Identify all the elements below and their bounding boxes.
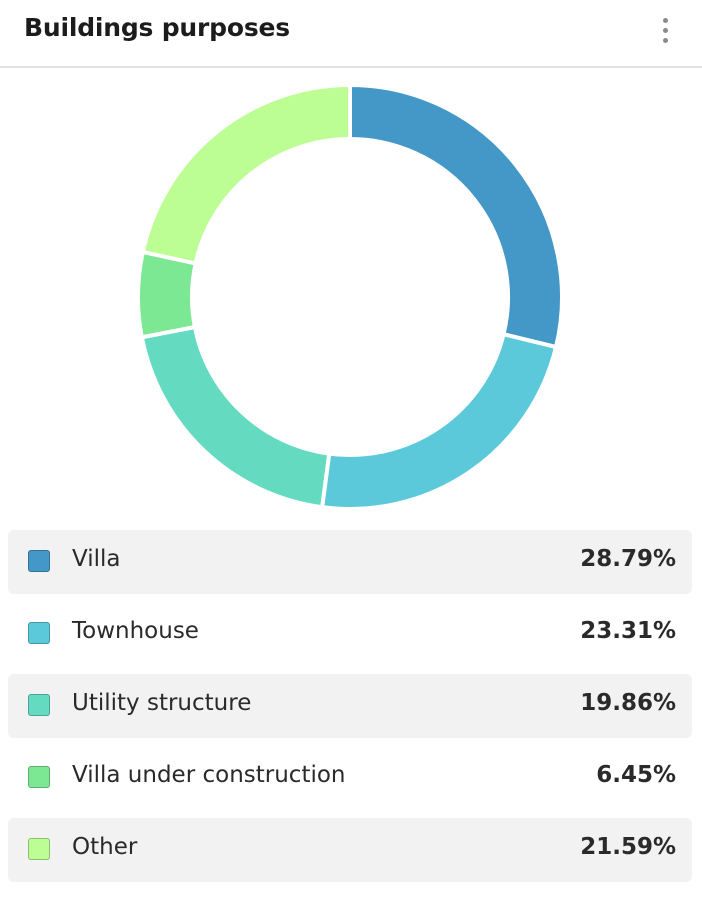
card-title: Buildings purposes (24, 13, 290, 42)
legend-row[interactable]: Utility structure 19.86% (8, 674, 692, 738)
chart-legend: Villa 28.79% Townhouse 23.31% Utility struct… (8, 530, 692, 890)
donut-chart (136, 82, 564, 511)
card-header: Buildings purposes (0, 0, 702, 68)
legend-swatch (28, 622, 50, 644)
legend-row[interactable]: Villa under construction 6.45% (8, 746, 692, 810)
legend-swatch (28, 838, 50, 860)
donut-slice-other[interactable] (140, 82, 352, 266)
legend-label: Other (72, 834, 138, 860)
more-vertical-icon[interactable] (658, 16, 674, 46)
legend-row[interactable]: Villa 28.79% (8, 530, 692, 594)
legend-value: 21.59% (580, 834, 676, 860)
kebab-dot (663, 38, 668, 43)
legend-swatch (28, 550, 50, 572)
donut-slice-villa-under-construction[interactable] (136, 249, 198, 340)
donut-slice-townhouse[interactable] (319, 331, 559, 511)
kebab-dot (663, 28, 668, 33)
donut-chart-area (0, 70, 702, 522)
legend-value: 28.79% (580, 546, 676, 572)
legend-value: 6.45% (596, 762, 676, 788)
legend-swatch (28, 694, 50, 716)
legend-row[interactable]: Other 21.59% (8, 818, 692, 882)
donut-slice-utility-structure[interactable] (139, 324, 332, 510)
legend-label: Utility structure (72, 690, 252, 716)
donut-slice-villa[interactable] (348, 82, 564, 350)
legend-label: Villa under construction (72, 762, 346, 788)
legend-value: 23.31% (580, 618, 676, 644)
legend-label: Villa (72, 546, 121, 572)
kebab-dot (663, 18, 668, 23)
legend-swatch (28, 766, 50, 788)
legend-value: 19.86% (580, 690, 676, 716)
legend-row[interactable]: Townhouse 23.31% (8, 602, 692, 666)
legend-label: Townhouse (72, 618, 199, 644)
